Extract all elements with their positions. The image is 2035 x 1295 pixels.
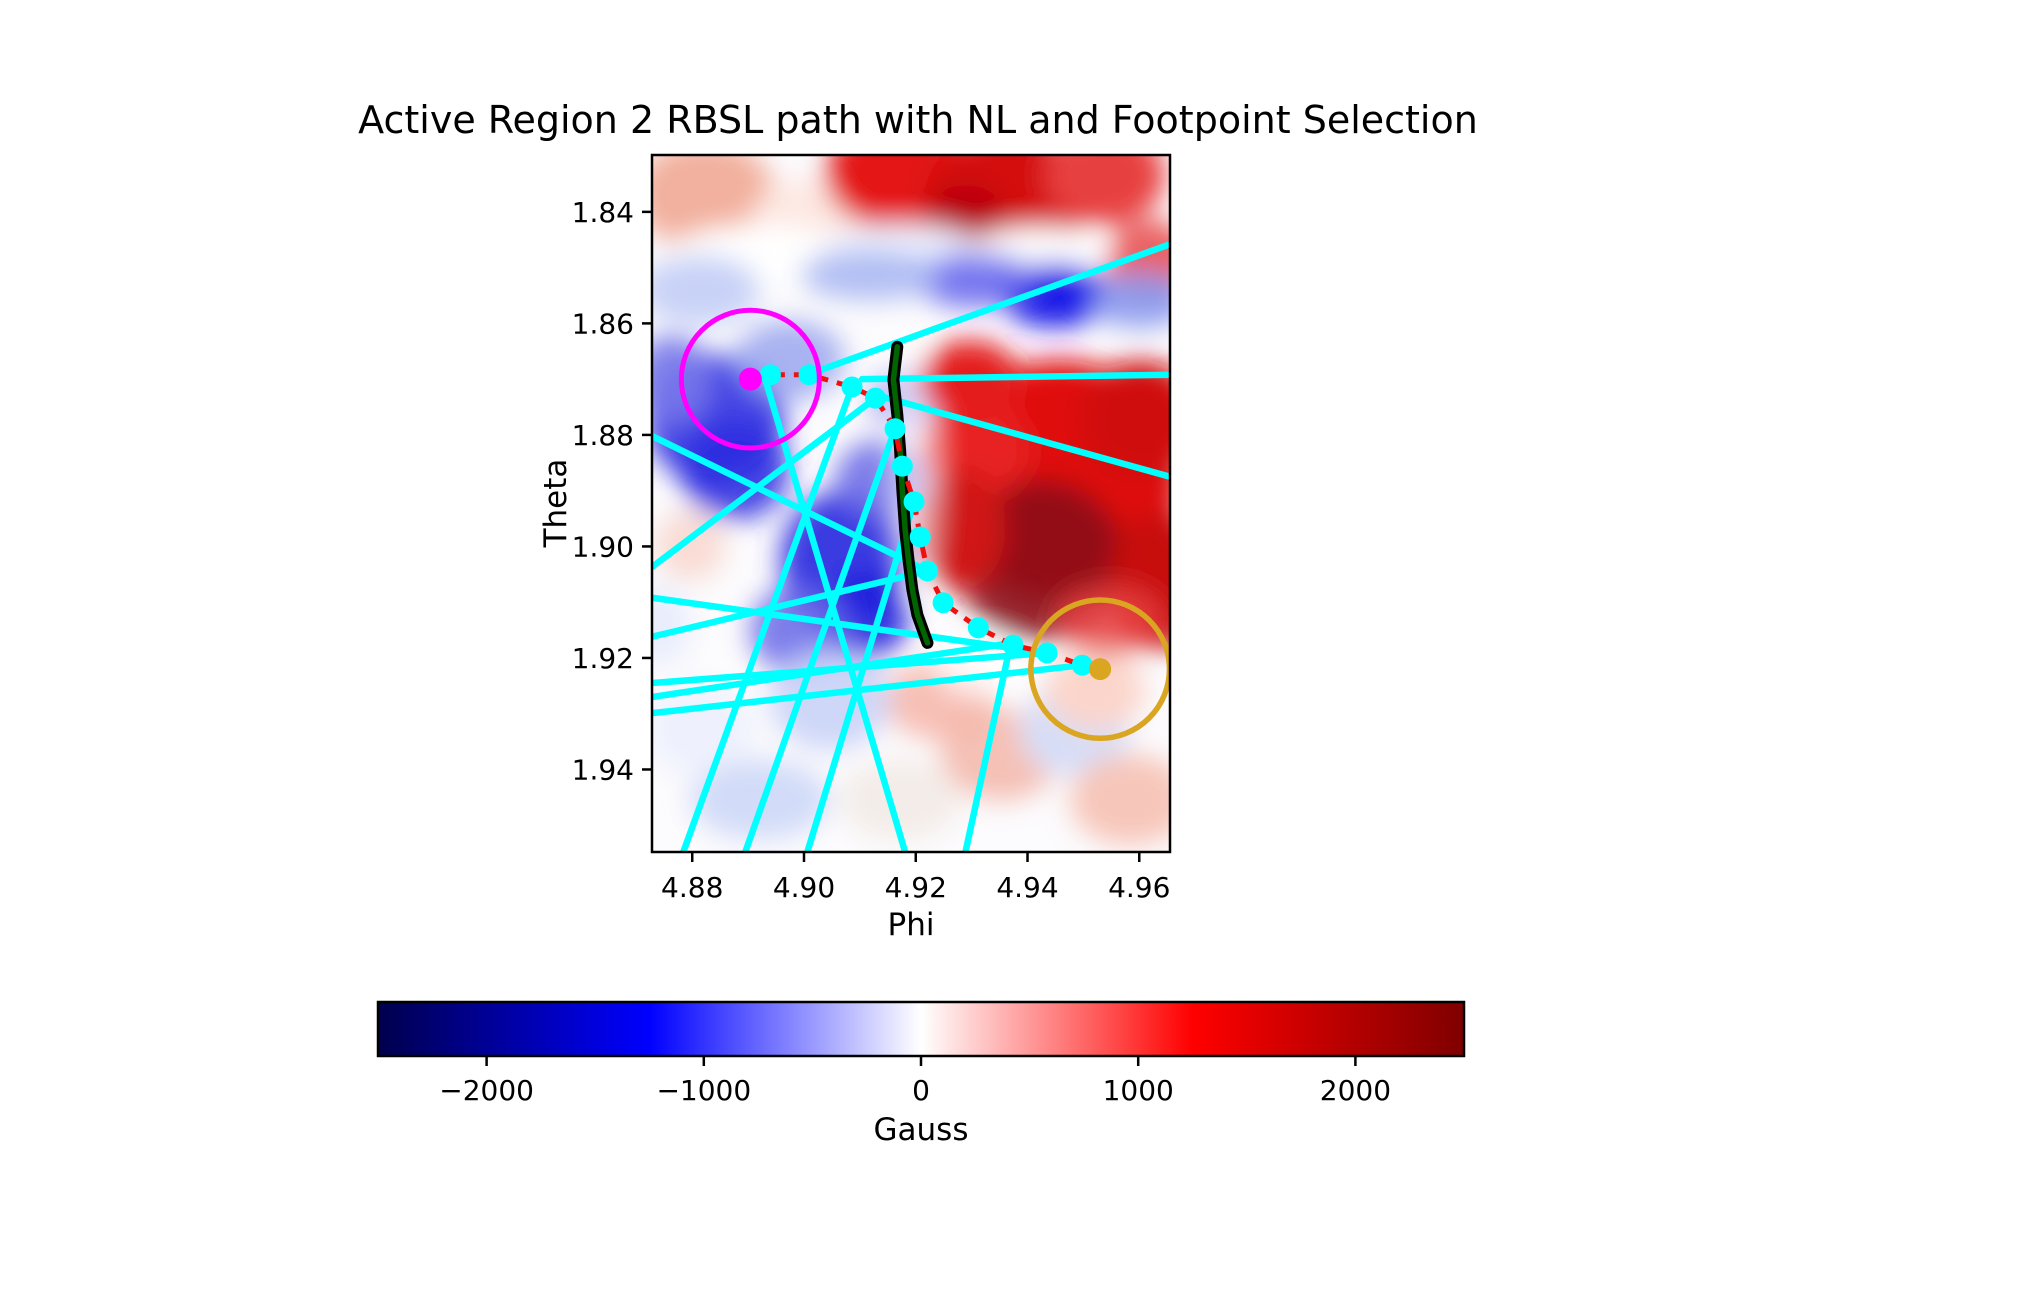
field-line bbox=[652, 594, 1051, 657]
path-marker-dot bbox=[891, 455, 913, 477]
x-tick-label: 4.96 bbox=[1108, 871, 1170, 904]
y-axis-ticks: 1.84 1.86 1.88 1.90 1.92 1.94 bbox=[572, 196, 652, 786]
colorbar-label: Gauss bbox=[874, 1112, 969, 1148]
heatmap-blob bbox=[914, 251, 1035, 308]
colorbar-tick-label: 1000 bbox=[1103, 1074, 1174, 1107]
y-tick-label: 1.92 bbox=[572, 642, 634, 675]
colorbar-tick-label: −2000 bbox=[439, 1074, 534, 1107]
axes-box bbox=[650, 153, 1172, 854]
path-marker-dot bbox=[1071, 654, 1093, 676]
rbsl-path bbox=[749, 372, 1103, 673]
field-line bbox=[652, 639, 1017, 701]
footpoint-1-circle bbox=[678, 307, 822, 451]
y-tick-label: 1.84 bbox=[572, 196, 634, 229]
path-marker-dot bbox=[759, 364, 781, 386]
rbsl-dashed-path bbox=[749, 372, 1103, 673]
path-marker-dot bbox=[841, 376, 863, 398]
colorbar-tick-label: 2000 bbox=[1320, 1074, 1391, 1107]
chart-title: Active Region 2 RBSL path with NL and Fo… bbox=[358, 98, 1478, 142]
field-line bbox=[680, 383, 856, 852]
heatmap-blob bbox=[1044, 155, 1165, 226]
path-marker-dot bbox=[909, 526, 931, 548]
footpoint-2-dot bbox=[1089, 658, 1112, 681]
heatmap-blob bbox=[652, 334, 713, 426]
field-line bbox=[962, 642, 1014, 852]
colorbar-tick-label: 0 bbox=[912, 1074, 930, 1107]
path-marker-dot bbox=[916, 560, 938, 582]
field-line bbox=[804, 498, 918, 852]
y-tick-label: 1.90 bbox=[572, 530, 634, 563]
path-marker-dot bbox=[932, 592, 954, 614]
field-line bbox=[742, 425, 899, 852]
path-marker-dot bbox=[884, 418, 906, 440]
x-axis-label: Phi bbox=[888, 907, 935, 943]
colorbar-ticks: −2000 −1000 0 1000 2000 bbox=[439, 1056, 1391, 1107]
field-line bbox=[858, 371, 1170, 383]
field-line bbox=[652, 661, 1086, 717]
heatmap-blob bbox=[1079, 359, 1170, 480]
path-marker-dot bbox=[798, 364, 820, 386]
y-tick-label: 1.86 bbox=[572, 307, 634, 340]
heatmap-blob bbox=[840, 759, 961, 840]
x-tick-label: 4.92 bbox=[885, 871, 947, 904]
x-axis-ticks: 4.88 4.90 4.92 4.94 4.96 bbox=[661, 852, 1170, 904]
heatmap-blob bbox=[1089, 272, 1170, 328]
field-line bbox=[762, 376, 909, 852]
heatmap-blob bbox=[800, 249, 941, 300]
field-line bbox=[804, 241, 1170, 378]
field-line bbox=[652, 432, 931, 575]
y-axis-label: Theta bbox=[538, 459, 574, 549]
colorbar bbox=[378, 1002, 1464, 1056]
path-marker-dot bbox=[903, 491, 925, 513]
heatmap-blob bbox=[1044, 650, 1146, 731]
field-line bbox=[652, 567, 931, 641]
x-tick-label: 4.88 bbox=[661, 871, 723, 904]
colorbar-tick-label: −1000 bbox=[656, 1074, 751, 1107]
footpoint-1-dot bbox=[738, 367, 762, 391]
y-tick-label: 1.94 bbox=[572, 753, 634, 786]
neutral-line-core bbox=[890, 344, 931, 646]
neutral-line bbox=[887, 340, 934, 649]
heatmap-blob bbox=[652, 255, 761, 326]
heatmap-blob bbox=[689, 759, 830, 840]
heatmap-blob bbox=[1070, 754, 1170, 846]
path-marker-dot bbox=[1002, 634, 1024, 656]
path-marker-dot bbox=[1036, 642, 1058, 664]
path-marker-dot bbox=[865, 387, 887, 409]
path-markers-layer bbox=[759, 364, 1093, 676]
x-tick-label: 4.94 bbox=[996, 871, 1058, 904]
heatmap-layer bbox=[652, 155, 1170, 852]
path-marker-dot bbox=[967, 617, 989, 639]
y-tick-label: 1.88 bbox=[572, 419, 634, 452]
field-lines-layer bbox=[652, 241, 1170, 852]
x-tick-label: 4.90 bbox=[773, 871, 835, 904]
field-line bbox=[872, 391, 1170, 480]
